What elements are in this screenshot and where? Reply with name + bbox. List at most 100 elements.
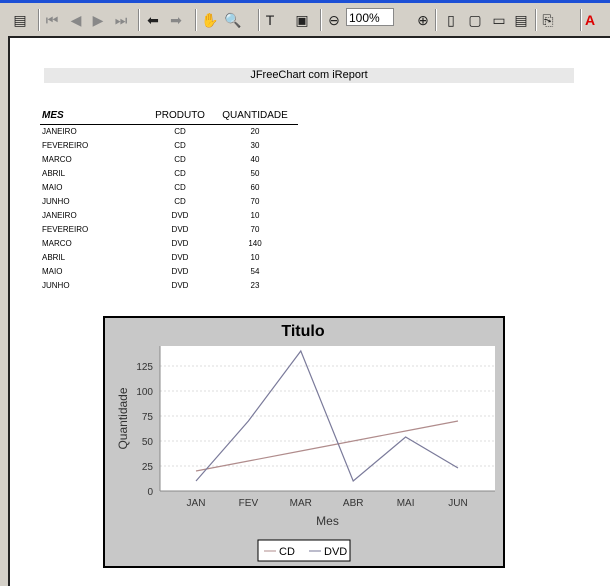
table-cell: DVD <box>171 239 189 248</box>
x-tick-label: FEV <box>239 498 259 509</box>
x-tick-label: ABR <box>343 498 364 509</box>
reflow-icon[interactable]: ▤ <box>514 12 528 28</box>
report-page: JFreeChart com iReport MES PRODUTO QUANT… <box>8 36 610 586</box>
report-title: JFreeChart com iReport <box>44 68 574 83</box>
y-tick-label: 25 <box>142 462 154 473</box>
table-cell: ABRIL <box>42 253 66 262</box>
adobe-icon[interactable]: A <box>584 12 596 28</box>
table-cell: JUNHO <box>42 197 70 206</box>
series-line-dvd <box>195 349 459 482</box>
text-select-icon[interactable]: T <box>265 12 275 28</box>
y-tick-label: 50 <box>142 437 154 448</box>
snapshot-icon[interactable]: ▣ <box>295 12 309 28</box>
table-cell: CD <box>174 169 186 178</box>
toolbar-separator <box>320 9 322 31</box>
table-cell: 30 <box>250 141 260 150</box>
fit-width-icon[interactable]: ▭ <box>492 12 506 28</box>
table-cell: 20 <box>250 127 260 136</box>
table-cell: MARCO <box>42 239 72 248</box>
toolbar-separator <box>195 9 197 31</box>
back-icon[interactable]: ⬅ <box>147 12 159 28</box>
table-row: FEVEREIRO DVD 70 <box>40 223 298 237</box>
toolbar-separator <box>535 9 537 31</box>
column-header: QUANTIDADE <box>222 110 288 121</box>
table-cell: 54 <box>250 267 260 276</box>
chart-title: Titulo <box>281 323 324 340</box>
table-cell: JUNHO <box>42 281 70 290</box>
table-cell: DVD <box>171 225 189 234</box>
table-cell: DVD <box>171 281 189 290</box>
series-line-cd <box>195 420 459 472</box>
last-page-icon[interactable]: ⏭ <box>114 12 128 28</box>
toolbar-separator <box>580 9 582 31</box>
table-cell: FEVEREIRO <box>42 141 89 150</box>
table-row: ABRIL CD 50 <box>40 167 298 181</box>
table-row: FEVEREIRO CD 30 <box>40 139 298 153</box>
table-row: JUNHO CD 70 <box>40 195 298 209</box>
first-page-icon[interactable]: ⏮ <box>45 12 59 28</box>
table-cell: DVD <box>171 211 189 220</box>
table-row: MARCO CD 40 <box>40 153 298 167</box>
table-row: JANEIRO CD 20 <box>40 125 298 139</box>
table-cell: CD <box>174 155 186 164</box>
x-tick-label: JAN <box>187 498 206 509</box>
line-chart: Titulo 0 25 50 75 100 125 JAN FEV MAR ABR MAI JUN Mes… <box>103 316 505 568</box>
x-tick-label: JUN <box>448 498 467 509</box>
table-cell: 60 <box>250 183 260 192</box>
hand-icon[interactable]: ✋ <box>201 12 219 28</box>
legend <box>257 539 351 562</box>
table-row: JANEIRO DVD 10 <box>40 209 298 223</box>
zoom-in-icon[interactable]: 🔍 <box>224 12 242 28</box>
table-cell: 10 <box>250 253 260 262</box>
x-tick-label: MAR <box>290 498 312 509</box>
zoom-input[interactable]: 100% <box>346 8 394 26</box>
table-cell: MAIO <box>42 183 63 192</box>
table-row: MAIO DVD 54 <box>40 265 298 279</box>
table-cell: CD <box>174 141 186 150</box>
table-cell: 70 <box>250 197 260 206</box>
table-cell: MARCO <box>42 155 72 164</box>
table-cell: DVD <box>171 253 189 262</box>
table-row: MARCO DVD 140 <box>40 237 298 251</box>
table-cell: 10 <box>250 211 260 220</box>
toolbar-separator <box>138 9 140 31</box>
legend-label: DVD <box>324 546 347 558</box>
table-cell: FEVEREIRO <box>42 225 89 234</box>
y-tick-label: 75 <box>142 412 154 423</box>
y-axis-label: Quantidade <box>116 387 130 449</box>
table-cell: 140 <box>248 239 262 248</box>
y-tick-label: 125 <box>136 362 153 373</box>
toggle-panel-icon[interactable]: ▤ <box>13 12 27 28</box>
legend-label: CD <box>279 546 295 558</box>
zoom-out-minus-icon[interactable]: ⊖ <box>328 12 340 28</box>
table-cell: JANEIRO <box>42 211 77 220</box>
table-header: MES PRODUTO QUANTIDADE <box>40 110 298 125</box>
table-row: ABRIL DVD 10 <box>40 251 298 265</box>
toolbar-separator <box>258 9 260 31</box>
toolbar: ▤ ⏮ ◀ ▶ ⏭ ⬅ ➡ ✋ 🔍 T ▣ ⊖ ⊕ ▯ ▢ ▭ ▤ ⎘ A <box>0 0 610 36</box>
toolbar-separator <box>38 9 40 31</box>
table-cell: 40 <box>250 155 260 164</box>
zoom-plus-icon[interactable]: ⊕ <box>417 12 429 28</box>
data-table: MES PRODUTO QUANTIDADE JANEIRO CD 20 FEVERE… <box>40 110 298 293</box>
table-cell: 70 <box>250 225 260 234</box>
y-tick-label: 100 <box>136 387 153 398</box>
table-cell: DVD <box>171 267 189 276</box>
table-cell: CD <box>174 127 186 136</box>
table-cell: 23 <box>250 281 260 290</box>
prev-page-icon[interactable]: ◀ <box>70 12 82 28</box>
x-tick-label: MAI <box>397 498 415 509</box>
column-header: MES <box>42 110 64 121</box>
table-cell: JANEIRO <box>42 127 77 136</box>
next-page-icon[interactable]: ▶ <box>92 12 104 28</box>
fit-page-icon[interactable]: ▢ <box>468 12 482 28</box>
export-icon[interactable]: ⎘ <box>542 12 554 28</box>
x-axis-label: Mes <box>316 514 339 528</box>
y-tick-label: 0 <box>147 487 153 498</box>
table-cell: CD <box>174 183 186 192</box>
table-cell: 50 <box>250 169 260 178</box>
table-row: JUNHO DVD 23 <box>40 279 298 293</box>
forward-icon[interactable]: ➡ <box>170 12 182 28</box>
single-page-icon[interactable]: ▯ <box>447 12 455 28</box>
table-cell: MAIO <box>42 267 63 276</box>
